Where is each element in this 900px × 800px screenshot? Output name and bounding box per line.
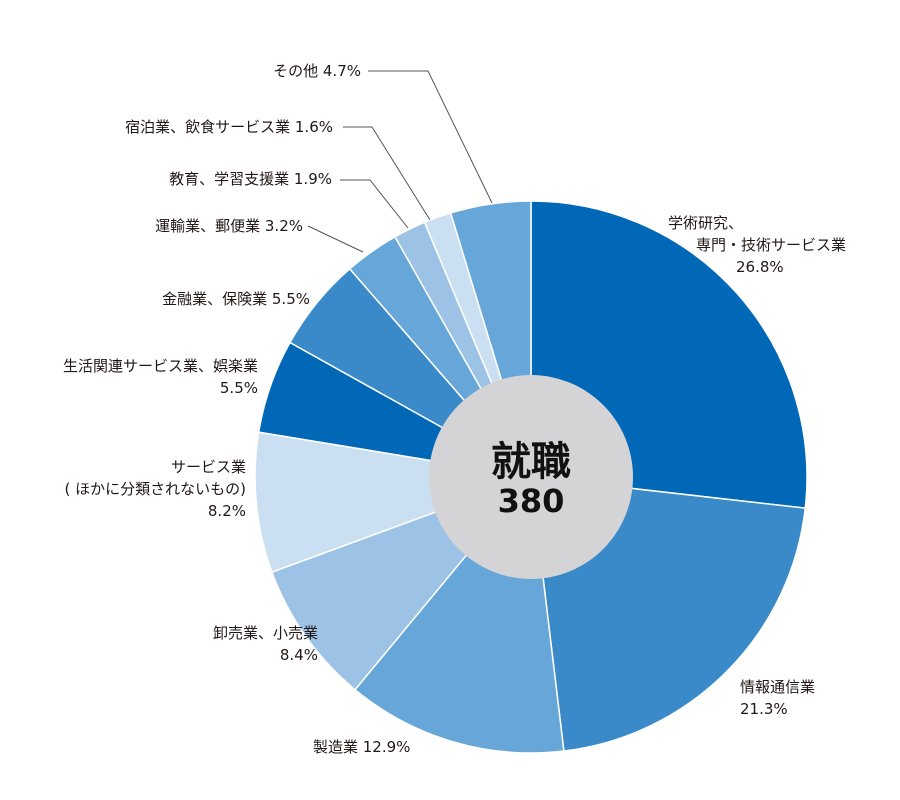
slice-label: 金融業、保険業 5.5% <box>162 290 310 308</box>
slice-label-value: 26.8% <box>736 258 784 276</box>
leader-line <box>340 179 409 229</box>
donut-center-circle <box>429 375 633 579</box>
slice-label: 運輸業、郵便業 3.2% <box>155 217 303 235</box>
slice-label-value: 21.3% <box>740 700 788 718</box>
slice-label-name: サービス業 <box>171 458 246 476</box>
slice-label-name: 情報通信業 <box>740 678 815 696</box>
leader-line <box>368 70 493 204</box>
slice-label-value: 5.5% <box>220 379 258 397</box>
leader-line <box>307 225 364 253</box>
center-title: 就職 <box>491 439 571 485</box>
slice-label-name: 専門・技術サービス業 <box>696 236 846 254</box>
slice-label: その他 4.7% <box>273 62 361 80</box>
slice-label: 卸売業、小売業 8.4% <box>213 624 318 664</box>
slice-label-value: 8.2% <box>208 502 246 520</box>
slice-label-value: 8.4% <box>280 646 318 664</box>
slice-label-name: 卸売業、小売業 <box>213 624 318 642</box>
slice-label: 情報通信業 21.3% <box>740 678 815 718</box>
label-leader-lines <box>307 70 493 253</box>
slice-label-name: ( ほかに分類されないもの) <box>65 480 246 498</box>
slice-label: 学術研究、専門・技術サービス業 26.8% <box>668 214 846 276</box>
slice-label: 宿泊業、飲食サービス業 1.6% <box>125 118 333 136</box>
slice-label: 教育、学習支援業 1.9% <box>169 170 332 188</box>
leader-line <box>343 126 431 221</box>
center-value: 380 <box>498 482 565 520</box>
slice-label-name: 学術研究、 <box>668 214 743 232</box>
slice-label: 生活関連サービス業、娯楽業 5.5% <box>63 357 258 397</box>
slice-label: 製造業 12.9% <box>313 738 410 756</box>
slice-label: サービス業 ( ほかに分類されないもの) 8.2% <box>65 458 246 520</box>
slice-labels: 学術研究、専門・技術サービス業 26.8% 情報通信業 21.3% 製造業 12.9% 卸… <box>63 62 846 756</box>
slice-label-name: 生活関連サービス業、娯楽業 <box>63 357 258 375</box>
